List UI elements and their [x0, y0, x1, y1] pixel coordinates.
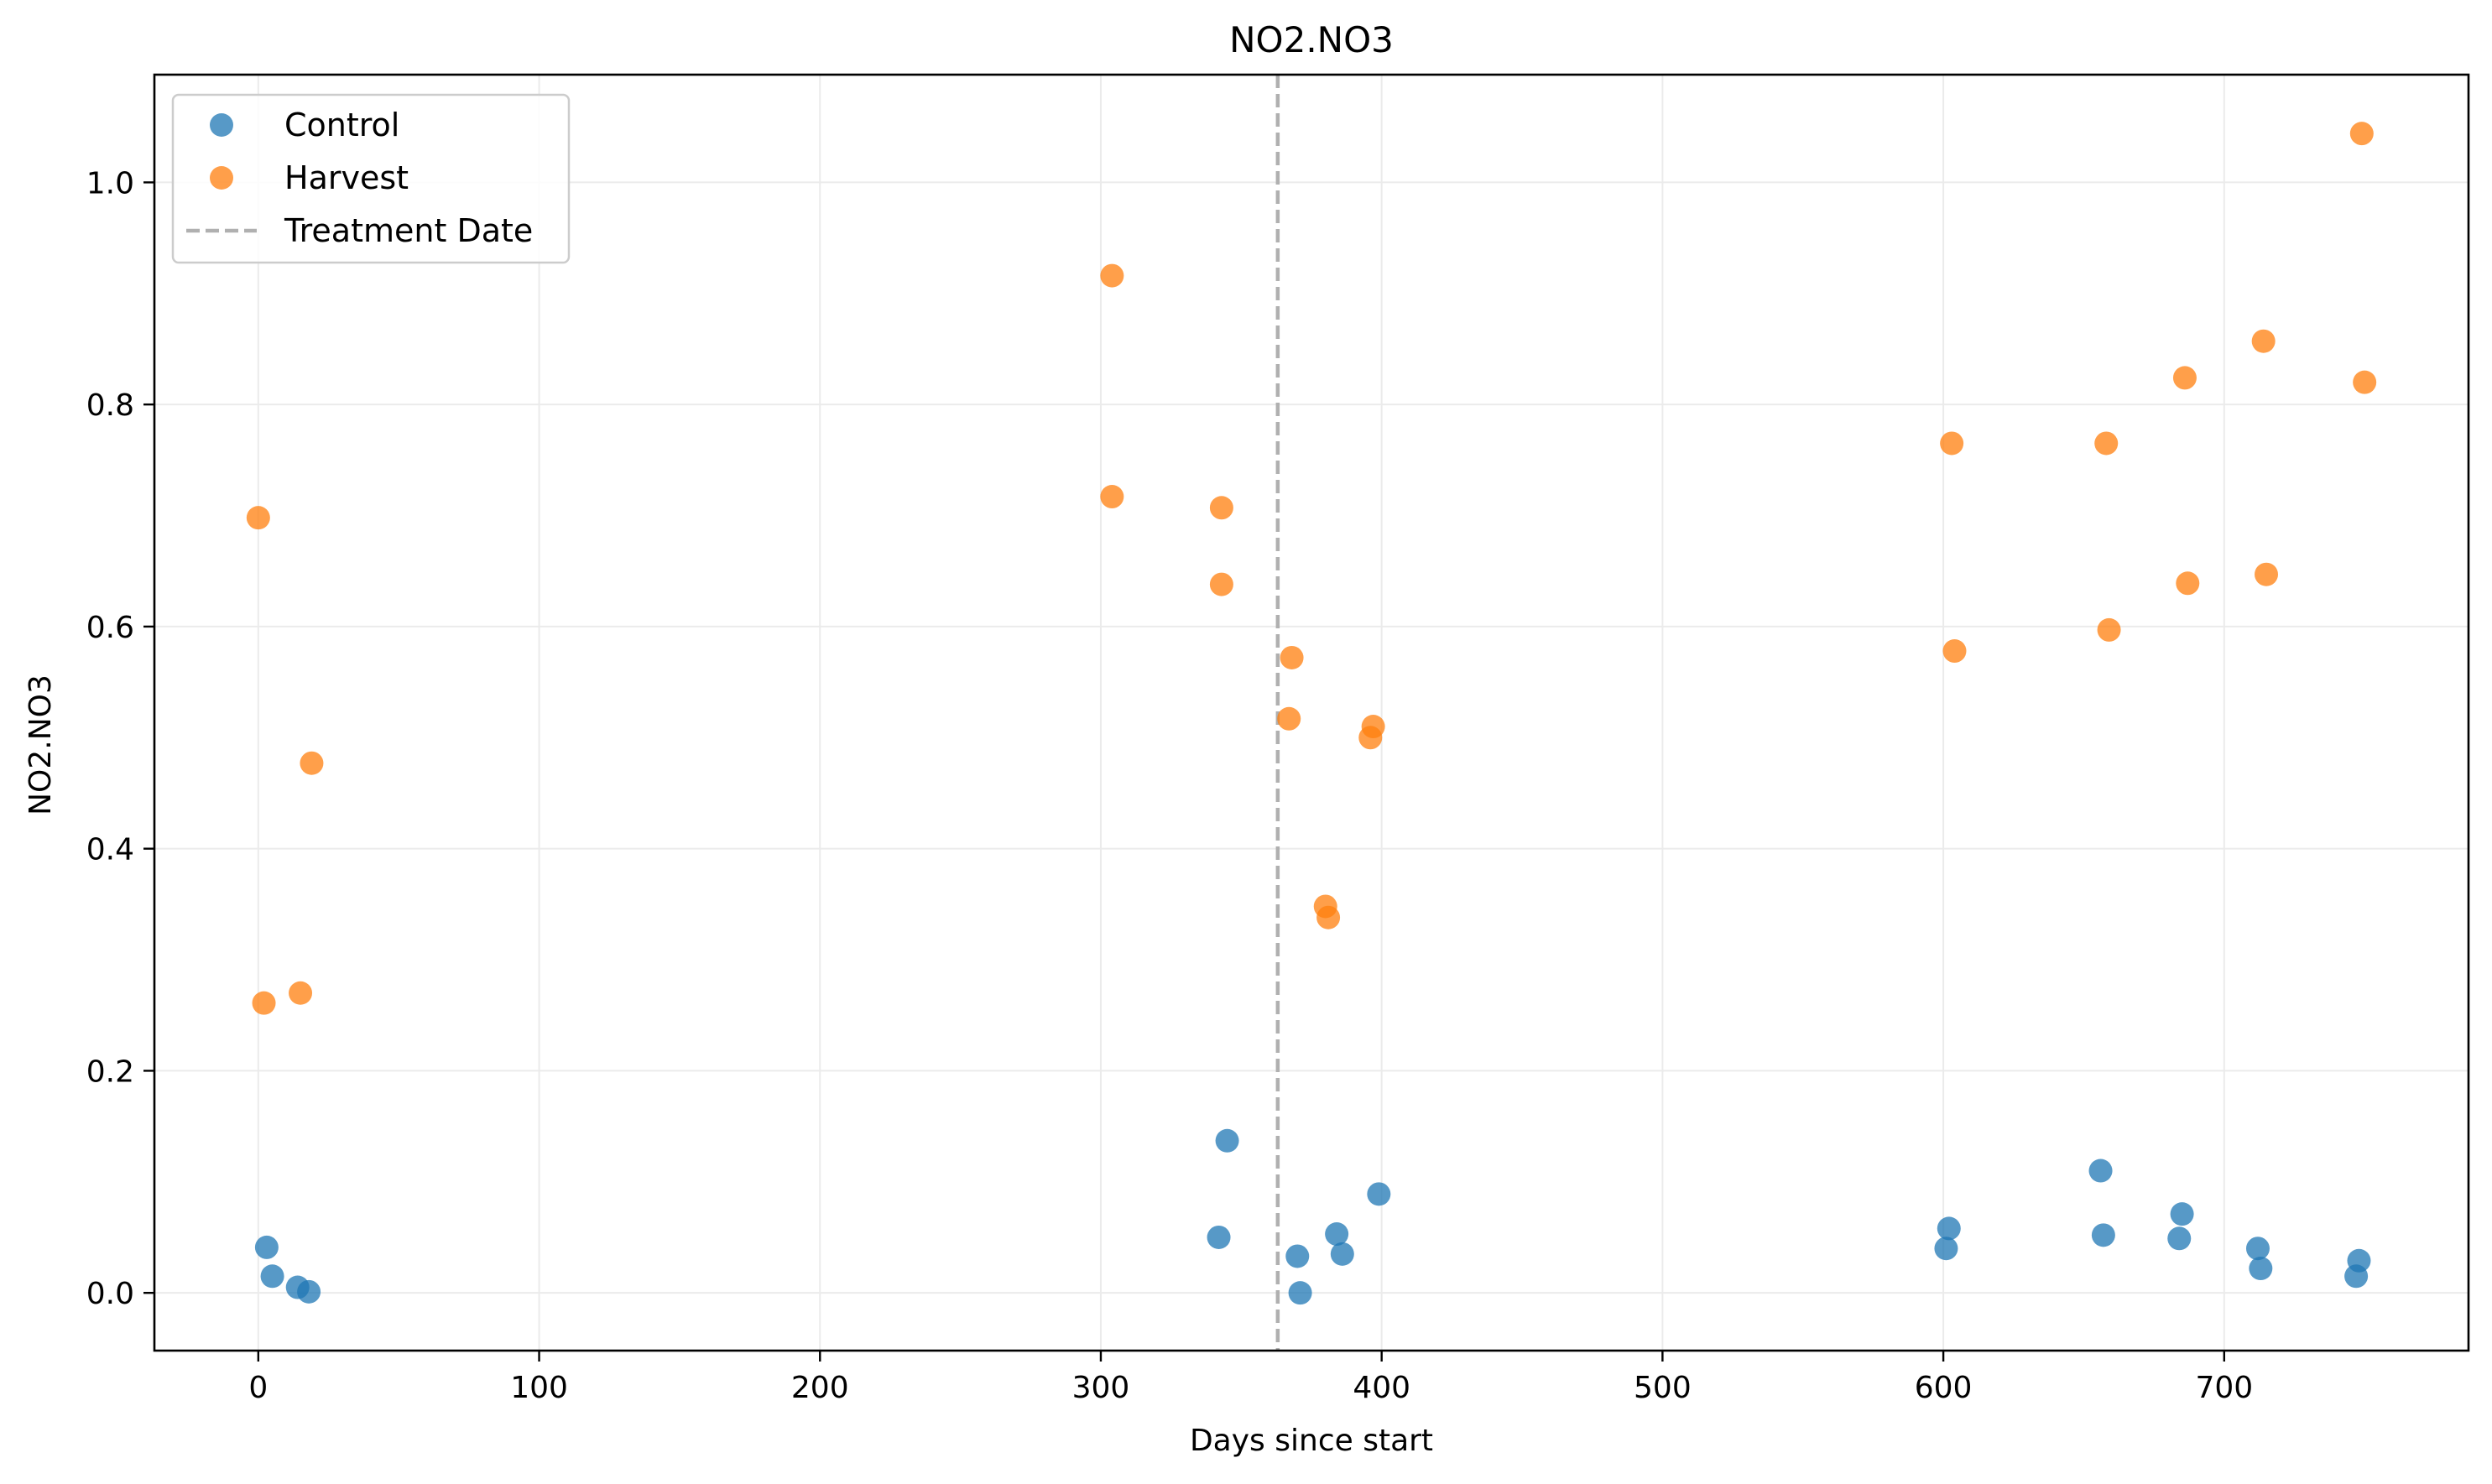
x-tick-label: 300: [1072, 1371, 1130, 1405]
control-point: [1937, 1216, 1961, 1241]
control-point: [2167, 1226, 2192, 1251]
control-point: [1207, 1225, 1231, 1249]
harvest-point: [1100, 263, 1124, 288]
harvest-point: [1277, 706, 1301, 731]
control-point: [2088, 1159, 2113, 1183]
harvest-point: [2349, 122, 2374, 146]
legend-control-marker: [210, 113, 233, 137]
data-points: [246, 122, 2377, 1305]
harvest-point: [1942, 639, 1967, 664]
control-series: [254, 1128, 2371, 1305]
legend-harvest-marker: [210, 166, 233, 190]
grid-lines: [154, 75, 2469, 1351]
harvest-point: [2176, 571, 2200, 596]
harvest-point: [1209, 572, 1233, 596]
legend-control-label: Control: [284, 107, 399, 143]
x-tick-label: 400: [1353, 1371, 1410, 1405]
x-tick-label: 500: [1634, 1371, 1692, 1405]
legend-treatment-label: Treatment Date: [284, 212, 533, 249]
harvest-point: [246, 506, 270, 530]
y-tick-label: 0.8: [86, 388, 134, 423]
x-tick-label: 600: [1915, 1371, 1973, 1405]
x-tick-label: 0: [248, 1371, 268, 1405]
harvest-point: [1316, 905, 1341, 929]
control-point: [2249, 1257, 2273, 1281]
harvest-point: [2353, 370, 2377, 394]
harvest-point: [2094, 431, 2119, 456]
control-point: [297, 1279, 321, 1304]
chart-title: NO2.NO3: [1229, 19, 1394, 60]
x-tick-label: 200: [791, 1371, 849, 1405]
harvest-point: [300, 751, 324, 775]
legend-box: [171, 93, 571, 264]
control-point: [1330, 1242, 1354, 1266]
x-tick-label: 700: [2195, 1371, 2253, 1405]
legend-harvest-label: Harvest: [284, 159, 409, 196]
y-tick-label: 0.2: [86, 1054, 134, 1089]
x-axis-label: Days since start: [1190, 1424, 1433, 1458]
legend: Control Harvest Treatment Date: [171, 93, 571, 264]
control-point: [254, 1235, 279, 1259]
harvest-point: [1940, 431, 1964, 456]
harvest-point: [2172, 366, 2197, 390]
control-point: [1288, 1281, 1312, 1305]
harvest-point: [1209, 496, 1233, 520]
x-tick-label: 100: [510, 1371, 568, 1405]
y-tick-label: 0.6: [86, 611, 134, 645]
plot-frame: [153, 73, 2470, 1352]
harvest-point: [1100, 485, 1124, 509]
control-point: [2170, 1202, 2194, 1226]
control-point: [1325, 1222, 1349, 1247]
control-point: [1934, 1237, 1958, 1261]
control-point: [2091, 1223, 2115, 1247]
y-tick-label: 0.4: [86, 833, 134, 867]
harvest-point: [1280, 645, 1304, 669]
control-point: [1215, 1128, 1239, 1153]
harvest-point: [2251, 329, 2276, 353]
y-tick-label: 1.0: [86, 166, 134, 200]
control-point: [2347, 1248, 2371, 1273]
harvest-series: [246, 122, 2377, 1015]
control-point: [1285, 1244, 1310, 1268]
harvest-point: [2097, 617, 2121, 642]
control-point: [260, 1264, 284, 1289]
axis-ticks: 0 100 200 300 400 500 600 700 0.0 0.2 0.4 0.6 0.8 1.0: [86, 166, 2253, 1405]
harvest-point: [252, 991, 276, 1015]
y-axis-label: NO2.NO3: [23, 674, 58, 815]
harvest-point: [1361, 715, 1385, 739]
harvest-point: [2255, 562, 2279, 586]
harvest-point: [289, 981, 313, 1005]
control-point: [2245, 1237, 2270, 1261]
control-point: [1367, 1182, 1391, 1206]
y-tick-label: 0.0: [86, 1277, 134, 1311]
